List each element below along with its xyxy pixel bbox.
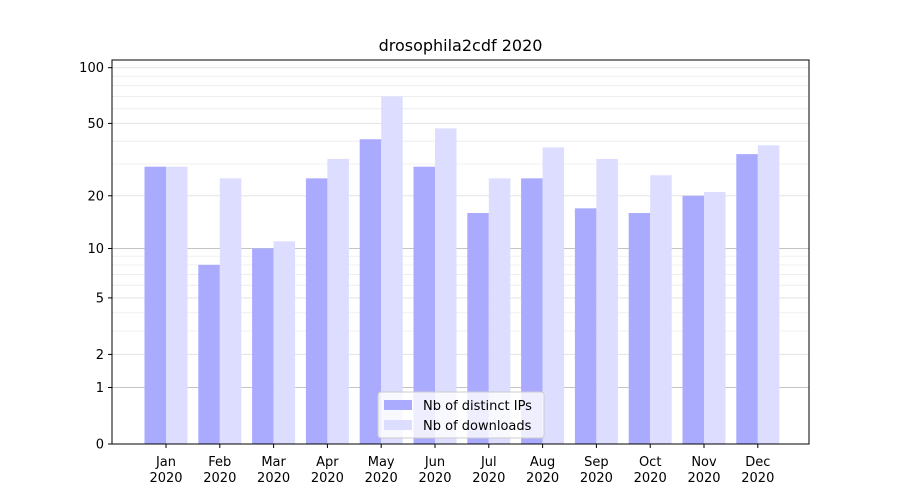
y-tick-label: 0 — [96, 438, 104, 453]
bar-downloads — [219, 178, 242, 444]
legend-swatch — [384, 400, 412, 410]
bar-downloads — [542, 147, 565, 444]
x-tick-label-year: 2020 — [418, 471, 451, 486]
bar-distinct-ips — [252, 248, 274, 444]
y-tick-label: 1 — [96, 381, 104, 396]
bar-downloads — [381, 96, 403, 444]
x-tick-label-month: Jan — [155, 455, 176, 470]
bar-distinct-ips — [628, 212, 651, 444]
bar-downloads — [704, 191, 726, 444]
y-tick-label: 10 — [87, 242, 104, 257]
x-tick-label-month: Jun — [424, 455, 445, 470]
x-tick-label-year: 2020 — [634, 471, 667, 486]
x-tick-label-year: 2020 — [526, 471, 559, 486]
y-axis: 0 1 2 5 10 20 50 100 — [79, 61, 112, 453]
y-tick-label: 100 — [79, 61, 104, 76]
x-tick-label-month: Sep — [584, 455, 609, 470]
bar-distinct-ips — [144, 166, 166, 445]
x-tick-label-year: 2020 — [365, 471, 398, 486]
legend: Nb of distinct IPs Nb of downloads — [377, 391, 545, 439]
x-tick-label-month: Oct — [639, 455, 661, 470]
legend-box — [377, 391, 545, 439]
x-tick-label-year: 2020 — [741, 471, 774, 486]
y-tick-label: 20 — [87, 189, 104, 204]
bar-distinct-ips — [198, 264, 220, 444]
bar-distinct-ips — [305, 178, 328, 444]
x-tick-label-year: 2020 — [257, 471, 290, 486]
bar-distinct-ips — [736, 154, 758, 444]
legend-label: Nb of downloads — [423, 419, 532, 434]
bar-distinct-ips — [521, 178, 543, 444]
x-tick-label-month: Dec — [745, 455, 770, 470]
x-tick-label-month: Aug — [530, 455, 555, 470]
x-axis: Jan2020Feb2020Mar2020Apr2020May2020Jun20… — [149, 444, 774, 486]
x-tick-label-month: Feb — [208, 455, 231, 470]
x-tick-label-month: Apr — [316, 455, 339, 470]
x-tick-label-month: Jul — [480, 455, 497, 470]
x-tick-label-year: 2020 — [687, 471, 720, 486]
bar-downloads — [650, 175, 672, 445]
plot-frame — [111, 59, 810, 445]
bar-distinct-ips — [359, 139, 382, 444]
y-tick-label: 2 — [96, 348, 104, 363]
bar-downloads — [488, 178, 511, 444]
y-tick-label: 50 — [87, 117, 104, 132]
bars — [144, 96, 780, 445]
bar-downloads — [273, 241, 296, 444]
bar-downloads — [166, 166, 188, 445]
x-tick-label-year: 2020 — [149, 471, 182, 486]
legend-label: Nb of distinct IPs — [423, 399, 532, 414]
x-tick-label-year: 2020 — [311, 471, 344, 486]
bar-downloads — [596, 158, 618, 444]
x-tick-label-year: 2020 — [203, 471, 236, 486]
x-tick-label-month: Nov — [691, 455, 717, 470]
x-tick-label-year: 2020 — [472, 471, 505, 486]
y-tick-label: 5 — [96, 291, 104, 306]
bar-downloads — [757, 145, 780, 445]
legend-swatch — [384, 420, 412, 430]
bar-downloads — [327, 158, 349, 444]
x-tick-label-year: 2020 — [580, 471, 613, 486]
chart-title: drosophila2cdf 2020 — [379, 36, 543, 55]
bar-distinct-ips — [413, 166, 435, 445]
bar-downloads — [435, 128, 457, 444]
x-tick-label-month: May — [368, 455, 395, 470]
x-tick-label-month: Mar — [261, 455, 286, 470]
bar-distinct-ips — [682, 195, 704, 444]
bar-distinct-ips — [467, 212, 489, 444]
bar-distinct-ips — [574, 208, 597, 444]
